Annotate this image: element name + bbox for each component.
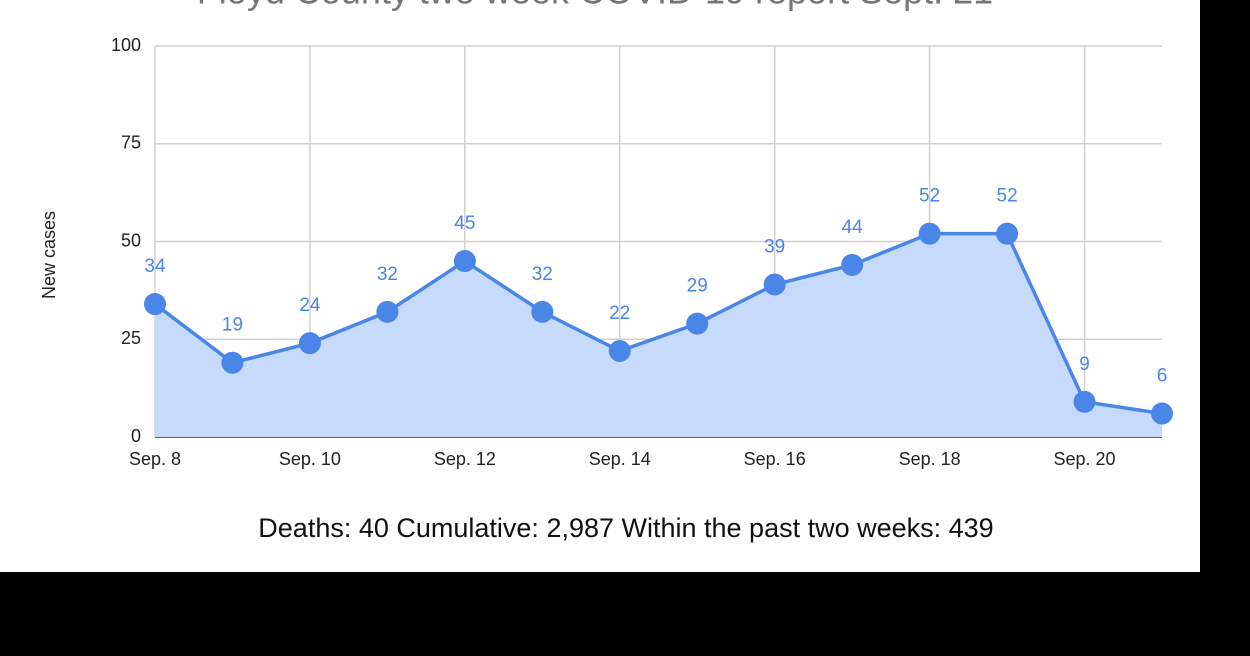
data-point bbox=[608, 339, 631, 362]
y-tick-label: 75 bbox=[121, 133, 141, 153]
x-tick-label: Sep. 8 bbox=[129, 449, 181, 469]
y-axis-label: New cases bbox=[39, 211, 59, 299]
data-label: 34 bbox=[144, 256, 166, 277]
data-point bbox=[376, 300, 399, 323]
x-tick-label: Sep. 10 bbox=[279, 449, 341, 469]
data-point bbox=[1073, 390, 1096, 413]
area-fill bbox=[155, 233, 1162, 437]
data-point bbox=[1151, 402, 1173, 425]
data-label: 45 bbox=[454, 213, 475, 234]
data-point bbox=[686, 312, 709, 335]
data-label: 6 bbox=[1157, 366, 1168, 387]
x-tick-label: Sep. 20 bbox=[1054, 449, 1116, 469]
data-label: 39 bbox=[764, 237, 785, 258]
data-point bbox=[763, 273, 786, 296]
x-tick-label: Sep. 18 bbox=[899, 449, 961, 469]
data-point bbox=[144, 293, 166, 316]
data-label: 32 bbox=[532, 264, 553, 285]
data-label: 24 bbox=[299, 295, 321, 316]
y-tick-label: 100 bbox=[111, 35, 141, 55]
data-point bbox=[841, 253, 864, 276]
x-tick-label: Sep. 14 bbox=[589, 449, 651, 469]
x-tick-label: Sep. 16 bbox=[744, 449, 806, 469]
data-point bbox=[918, 222, 941, 245]
data-label: 19 bbox=[222, 315, 243, 336]
data-label: 32 bbox=[377, 264, 398, 285]
y-tick-label: 0 bbox=[131, 426, 141, 446]
data-point bbox=[298, 332, 321, 355]
line bbox=[153, 231, 1163, 416]
data-point bbox=[531, 300, 554, 323]
chart-title: Floyd County two week COVID-19 report Se… bbox=[197, 0, 993, 12]
data-label: 22 bbox=[609, 303, 630, 324]
y-tick-label: 25 bbox=[121, 328, 141, 348]
data-label: 52 bbox=[919, 186, 940, 207]
data-label: 44 bbox=[842, 217, 864, 238]
data-label: 52 bbox=[997, 186, 1018, 207]
data-point bbox=[996, 222, 1019, 245]
x-tick-label: Sep. 12 bbox=[434, 449, 496, 469]
footer-note: Deaths: 40 Cumulative: 2,987 Within the … bbox=[258, 513, 993, 543]
data-label: 9 bbox=[1079, 354, 1090, 375]
data-point bbox=[453, 250, 476, 273]
y-tick-label: 50 bbox=[121, 230, 141, 250]
data-point bbox=[221, 351, 244, 374]
data-label: 29 bbox=[687, 276, 708, 297]
